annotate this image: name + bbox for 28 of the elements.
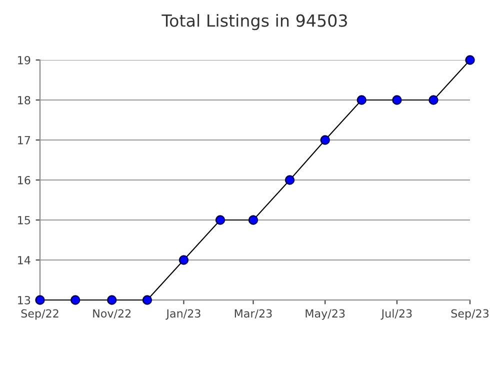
y-tick-label: 14 — [18, 256, 30, 264]
y-tick-label: 18 — [18, 96, 30, 104]
chart-title: Total Listings in 94503 — [162, 14, 347, 30]
x-tick-label: Jul/23 — [380, 309, 412, 320]
point — [215, 215, 226, 225]
point — [248, 215, 258, 225]
point — [428, 95, 438, 105]
x-tick-label: Sep/23 — [451, 309, 489, 320]
point — [356, 95, 366, 105]
x-tick-label: Sep/22 — [21, 309, 58, 320]
y-tick-label: 17 — [18, 136, 30, 144]
point — [35, 295, 45, 305]
point — [284, 175, 295, 185]
point — [178, 255, 189, 265]
y-tick-label: 13 — [18, 296, 30, 304]
point — [142, 295, 152, 305]
point — [107, 295, 117, 305]
x-tick-label: Jan/23 — [166, 309, 200, 320]
point — [465, 55, 475, 65]
y-tick-label: 16 — [18, 176, 30, 184]
x-tick-label: May/23 — [306, 309, 345, 320]
y-tick-label: 19 — [18, 56, 30, 64]
x-tick-label: Mar/23 — [234, 309, 272, 318]
point — [392, 95, 402, 105]
x-tick-label: Nov/22 — [93, 309, 131, 318]
point — [70, 295, 80, 305]
point — [320, 135, 330, 145]
y-tick-label: 15 — [18, 216, 30, 224]
